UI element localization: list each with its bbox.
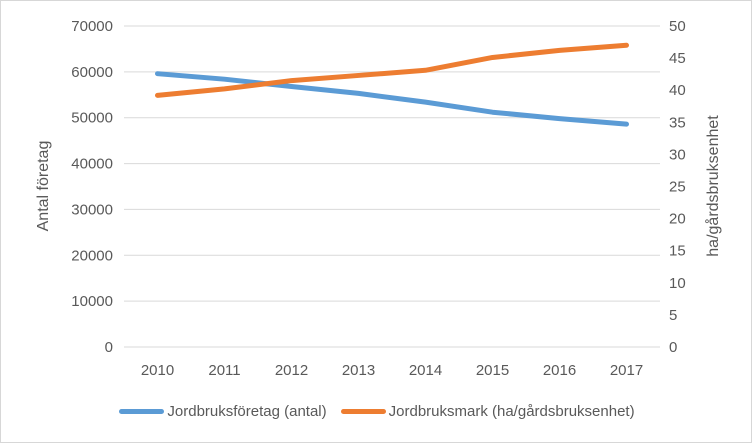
left-axis-tick-label: 10000 [71, 293, 113, 310]
right-axis-tick-label: 0 [669, 339, 677, 356]
right-axis-tick-label: 5 [669, 307, 677, 324]
x-axis-year-label: 2012 [275, 362, 308, 379]
left-axis-tick-label: 30000 [71, 201, 113, 218]
left-axis-tick-label: 40000 [71, 156, 113, 173]
x-axis-year-label: 2016 [543, 362, 576, 379]
x-axis-year-label: 2015 [476, 362, 509, 379]
right-axis-tick-label: 50 [669, 18, 686, 35]
series-line-1 [155, 42, 629, 98]
legend-label: Jordbruksföretag (antal) [167, 403, 327, 420]
x-axis-year-label: 2013 [342, 362, 375, 379]
right-axis-tick-label: 40 [669, 82, 686, 99]
legend-label: Jordbruksmark (ha/gårdsbruksenhet) [388, 403, 635, 420]
x-axis-year-label: 2017 [610, 362, 643, 379]
left-axis-tick-label: 20000 [71, 247, 113, 264]
left-axis-tick-label: 0 [105, 339, 113, 356]
left-axis-tick-label: 70000 [71, 18, 113, 35]
right-axis-tick-label: 30 [669, 146, 686, 163]
legend-item-jordbruksmark: Jordbruksmark (ha/gårdsbruksenhet) [340, 403, 635, 420]
right-axis-tick-label: 10 [669, 275, 686, 292]
x-axis-year-label: 2011 [208, 362, 240, 379]
x-axis-year-label: 2010 [141, 362, 174, 379]
right-axis-tick-label: 35 [669, 114, 686, 131]
x-axis-year-label: 2014 [409, 362, 442, 379]
right-axis-title: ha/gårdsbruksenhet [705, 115, 722, 257]
right-axis-tick-label: 45 [669, 50, 686, 67]
right-axis-tick-label: 15 [669, 243, 686, 260]
left-axis-title: Antal företag [35, 140, 52, 232]
series-line-0 [155, 71, 629, 127]
legend-item-jordbruksforetag: Jordbruksföretag (antal) [119, 403, 327, 420]
right-axis-tick-label: 25 [669, 179, 686, 196]
legend-line-swatch-blue-icon [119, 409, 165, 414]
left-axis-tick-label: 50000 [71, 110, 113, 127]
legend-line-swatch-orange-icon [340, 409, 386, 414]
right-axis-tick-label: 20 [669, 211, 686, 228]
left-axis-tick-label: 60000 [71, 64, 113, 81]
chart-legend: Jordbruksföretag (antal) Jordbruksmark (… [1, 403, 751, 420]
